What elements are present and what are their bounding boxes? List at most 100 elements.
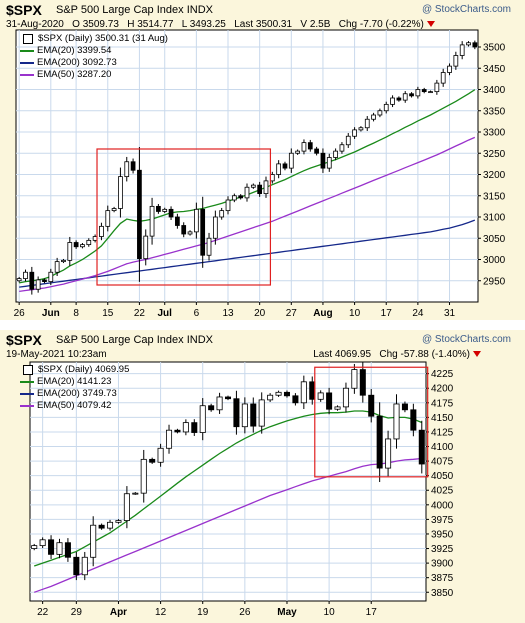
- top-chart-plot: 2950 3000 3050 3100 3150 3200 3250 3300 3350 3400…: [14, 29, 506, 319]
- x-tick-label: 10: [324, 607, 336, 618]
- highlight-box: [96, 148, 272, 286]
- line-legend-icon: [20, 62, 34, 64]
- line-legend-icon: [20, 405, 34, 407]
- bottom-chart-plot: 3850 3875 3900 3925 3950 3975 4000 4025 4050 4075…: [29, 361, 454, 618]
- candle-body: [390, 97, 395, 105]
- candle-body: [263, 180, 269, 195]
- legend-entry: EMA(50) 3287.20: [20, 69, 168, 81]
- line-legend-icon: [20, 393, 34, 395]
- y-tick-label: 3000: [483, 255, 506, 266]
- candle-body: [385, 438, 392, 469]
- candle-body: [393, 403, 400, 440]
- watermark: @ StockCharts.com: [421, 4, 511, 15]
- low-value: L 3493.25: [181, 19, 226, 30]
- candle-body: [267, 394, 274, 401]
- y-tick-label: 4050: [431, 471, 454, 482]
- candle-body: [364, 118, 370, 129]
- legend-label: EMA(20) 3399.54: [37, 45, 112, 56]
- ema50-line: [19, 136, 476, 293]
- ema200-line: [19, 219, 476, 288]
- top-chart-legend: $SPX (Daily) 3500.31 (31 Aug) EMA(20) 339…: [20, 33, 168, 81]
- candle-body: [244, 186, 250, 199]
- candle-body: [219, 210, 225, 218]
- candle-body: [345, 135, 351, 146]
- x-tick-label: 22: [37, 607, 49, 618]
- legend-label: EMA(200) 3092.73: [37, 57, 117, 68]
- candle-legend-icon: [23, 365, 33, 375]
- legend-entry: EMA(20) 3399.54: [20, 45, 168, 57]
- candle-body: [309, 381, 316, 400]
- candle-body: [16, 278, 22, 282]
- candle-body: [453, 55, 459, 67]
- candle-body: [276, 163, 282, 175]
- y-tick-label: 4100: [431, 442, 454, 453]
- candle-body: [339, 144, 345, 152]
- x-tick-label: May: [277, 607, 297, 618]
- candle-body: [459, 44, 465, 56]
- candle-body: [124, 161, 130, 178]
- candle-body: [111, 208, 117, 212]
- candle-body: [86, 239, 92, 246]
- legend-label: EMA(50) 4079.42: [37, 400, 112, 411]
- date-header: 19-May-2021 10:23am: [6, 349, 107, 360]
- candle-body: [187, 231, 193, 235]
- top-chart-panel: $SPX S&P 500 Large Cap Index INDX @ Stoc…: [0, 0, 525, 320]
- candle-body: [99, 225, 104, 237]
- x-tick-label: 8: [73, 308, 79, 319]
- candle-body: [182, 422, 189, 433]
- y-tick-label: 3300: [483, 128, 506, 139]
- watermark: @ StockCharts.com: [421, 334, 511, 345]
- candle-body: [143, 235, 149, 260]
- high-value: H 3514.77: [127, 19, 174, 30]
- x-tick-label: 19: [197, 607, 209, 618]
- line-legend-icon: [20, 381, 34, 383]
- candle-body: [98, 524, 105, 529]
- x-tick-label: 6: [194, 308, 200, 319]
- candle-body: [288, 152, 294, 169]
- candle-body: [317, 392, 324, 400]
- candle-body: [314, 148, 319, 154]
- candle-body: [418, 429, 425, 465]
- x-tick-label: Jun: [42, 308, 60, 319]
- legend-entry: $SPX (Daily) 3500.31 (31 Aug): [20, 33, 168, 45]
- legend-entry: EMA(200) 3092.73: [20, 57, 168, 69]
- y-tick-label: 2950: [483, 276, 506, 287]
- candle-body: [283, 391, 290, 397]
- y-tick-label: 4075: [431, 457, 454, 468]
- x-tick-label: 15: [102, 308, 114, 319]
- x-tick-label: 29: [71, 607, 83, 618]
- candle-body: [174, 429, 181, 433]
- last-value: Last 4069.95: [313, 349, 372, 360]
- candle-body: [333, 150, 338, 158]
- candle-body: [250, 184, 256, 188]
- candle-body: [410, 409, 417, 431]
- y-tick-label: 3975: [431, 515, 454, 526]
- candle-body: [80, 244, 85, 248]
- candle-body: [31, 545, 38, 549]
- candle-body: [73, 556, 80, 576]
- candle-body: [428, 91, 433, 94]
- candle-body: [130, 161, 136, 171]
- bottom-chart-legend: $SPX (Daily) 4069.95 EMA(20) 4141.23 EMA(2…: [20, 364, 129, 412]
- legend-entry: $SPX (Daily) 4069.95: [20, 364, 129, 376]
- candle-body: [383, 103, 389, 112]
- chart-index-name: S&P 500 Large Cap Index INDX: [56, 334, 213, 346]
- volume-value: V 2.5B: [300, 19, 331, 30]
- legend-entry: EMA(200) 3749.73: [20, 388, 129, 400]
- x-tick-label: 20: [254, 308, 266, 319]
- x-tick-label: 13: [222, 308, 234, 319]
- candle-body: [301, 142, 307, 152]
- last-value: Last 3500.31: [234, 19, 293, 30]
- down-arrow-icon: [473, 351, 481, 358]
- candle-body: [48, 271, 54, 283]
- x-tick-label: Aug: [313, 308, 332, 319]
- candle-body: [149, 205, 155, 237]
- legend-label: EMA(50) 3287.20: [37, 69, 112, 80]
- candle-body: [447, 65, 452, 73]
- candle-body: [292, 395, 299, 404]
- y-tick-label: 4025: [431, 486, 454, 497]
- y-tick-label: 4125: [431, 427, 454, 438]
- candle-body: [64, 542, 71, 558]
- candle-body: [224, 396, 232, 400]
- candle-body: [42, 279, 47, 282]
